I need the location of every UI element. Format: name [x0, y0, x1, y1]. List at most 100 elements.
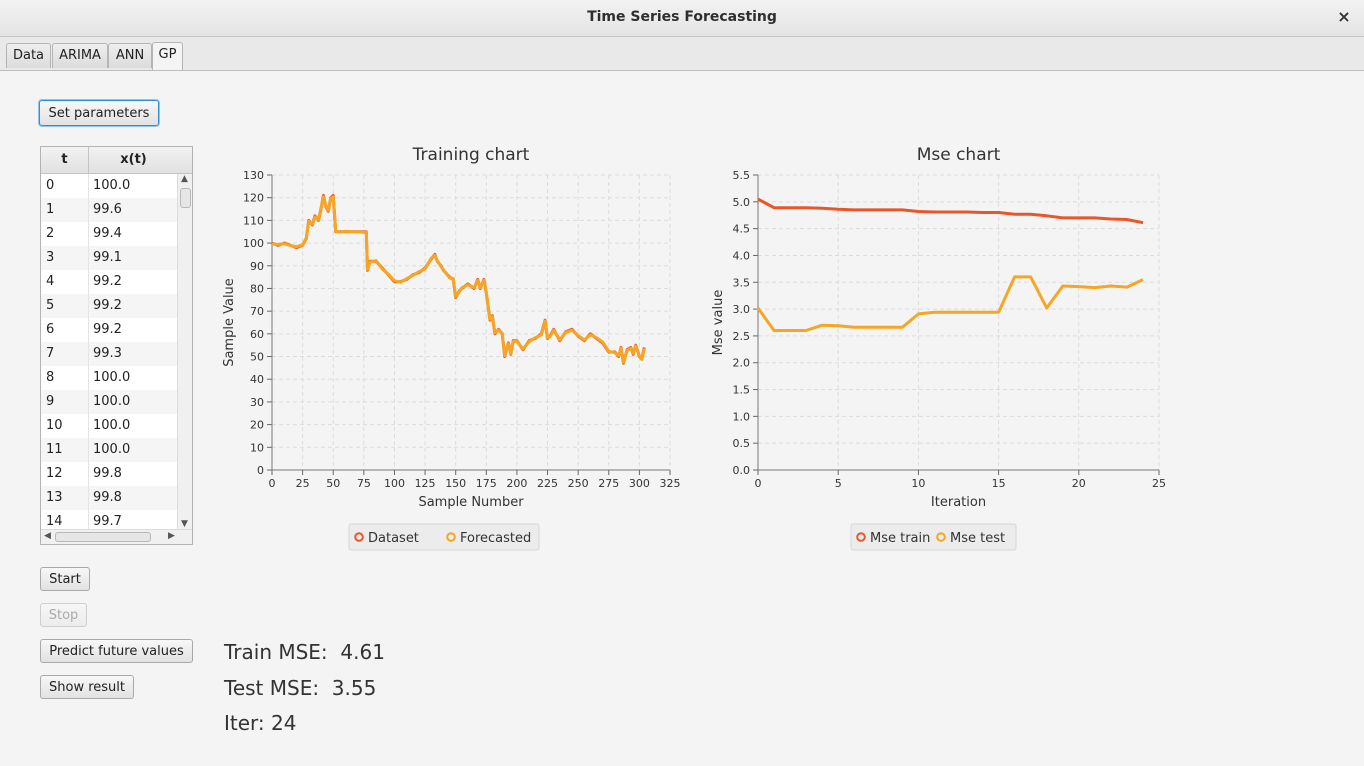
column-header-t[interactable]: t — [41, 147, 89, 173]
horizontal-scroll-thumb[interactable] — [55, 532, 151, 542]
iter-label: Iter: — [224, 711, 265, 735]
vertical-scroll-thumb[interactable] — [180, 188, 191, 208]
table-row[interactable]: 4 99.2 — [41, 270, 178, 294]
series-line-forecasted — [271, 195, 646, 364]
scroll-down-icon[interactable]: ▼ — [181, 519, 188, 529]
y-tick-label: 110 — [243, 214, 264, 227]
cell-t: 7 — [46, 346, 55, 361]
y-tick-label: 5.0 — [733, 196, 751, 209]
tab-gp[interactable]: GP — [152, 42, 183, 70]
cell-xt: 100.0 — [93, 394, 131, 409]
legend-marker-icon — [856, 532, 866, 542]
cell-xt: 99.3 — [93, 346, 122, 361]
cell-xt: 100.0 — [93, 370, 131, 385]
table-row[interactable]: 7 99.3 — [41, 342, 178, 366]
table-row[interactable]: 0 100.0 — [41, 174, 178, 198]
cell-xt: 99.8 — [93, 490, 122, 505]
scroll-right-icon[interactable]: ▶ — [168, 531, 175, 541]
y-tick-label: 30 — [250, 396, 264, 409]
vertical-scrollbar[interactable]: ▲ ▼ — [177, 174, 192, 531]
cell-xt: 99.4 — [93, 226, 122, 241]
x-tick-label: 150 — [445, 477, 466, 490]
cell-divider — [88, 486, 89, 510]
legend-label: Mse test — [950, 531, 1005, 546]
cell-divider — [88, 390, 89, 414]
cell-xt: 99.2 — [93, 274, 122, 289]
table-row[interactable]: 9 100.0 — [41, 390, 178, 414]
y-tick-label: 4.5 — [733, 223, 751, 236]
x-tick-label: 300 — [629, 477, 650, 490]
iteration-readout: Iter: 24 — [224, 711, 296, 735]
cell-divider — [88, 438, 89, 462]
iter-value: 24 — [271, 711, 297, 735]
train-mse-label: Train MSE: — [224, 640, 328, 664]
y-tick-label: 20 — [250, 419, 264, 432]
tab-arima[interactable]: ARIMA — [52, 43, 108, 68]
table-row[interactable]: 13 99.8 — [41, 486, 178, 510]
cell-t: 11 — [46, 442, 63, 457]
table-row[interactable]: 14 99.7 — [41, 510, 178, 530]
table-row[interactable]: 1 99.6 — [41, 198, 178, 222]
x-axis-label: Sample Number — [418, 495, 524, 510]
set-parameters-button[interactable]: Set parameters — [39, 100, 159, 126]
start-button[interactable]: Start — [40, 567, 90, 591]
table-row[interactable]: 11 100.0 — [41, 438, 178, 462]
scroll-left-icon[interactable]: ◀ — [44, 531, 51, 541]
tab-bar: Data ARIMA ANN GP — [0, 37, 1364, 71]
table-row[interactable]: 3 99.1 — [41, 246, 178, 270]
test-mse-readout: Test MSE: 3.55 — [224, 676, 376, 700]
cell-xt: 99.6 — [93, 202, 122, 217]
y-tick-label: 1.5 — [733, 384, 751, 397]
legend-marker-icon — [446, 532, 456, 542]
y-tick-label: 2.5 — [733, 330, 751, 343]
cell-xt: 100.0 — [93, 442, 131, 457]
table-row[interactable]: 2 99.4 — [41, 222, 178, 246]
cell-divider — [88, 318, 89, 342]
show-result-button[interactable]: Show result — [40, 675, 134, 699]
table-row[interactable]: 8 100.0 — [41, 366, 178, 390]
close-icon[interactable]: × — [1337, 7, 1351, 26]
predict-future-values-button[interactable]: Predict future values — [40, 639, 193, 663]
y-tick-label: 1.0 — [733, 410, 751, 423]
table-row[interactable]: 5 99.2 — [41, 294, 178, 318]
y-tick-label: 90 — [250, 260, 264, 273]
table-row[interactable]: 6 99.2 — [41, 318, 178, 342]
y-tick-label: 100 — [243, 237, 264, 250]
y-tick-label: 40 — [250, 373, 264, 386]
x-tick-label: 0 — [269, 477, 276, 490]
x-tick-label: 20 — [1072, 477, 1086, 490]
y-axis-label: Mse value — [711, 290, 726, 356]
x-tick-label: 25 — [296, 477, 310, 490]
table-body: 0 100.0 1 99.6 2 99.4 3 99.1 4 99.2 5 99.2 6 99.2 7 99.… — [41, 174, 178, 530]
table-row[interactable]: 10 100.0 — [41, 414, 178, 438]
cell-t: 2 — [46, 226, 55, 241]
tab-ann[interactable]: ANN — [108, 43, 152, 68]
stop-button[interactable]: Stop — [40, 603, 87, 627]
legend-marker-icon — [354, 532, 364, 542]
y-tick-label: 3.5 — [733, 276, 751, 289]
chart-title: Mse chart — [917, 145, 1001, 165]
mse-chart: Mse chart 0 5 10 15 20 25 0.0 0.5 1.0 1.5 2.0 2.5 3.0… — [711, 145, 1166, 551]
x-tick-label: 250 — [568, 477, 589, 490]
table-row[interactable]: 12 99.8 — [41, 462, 178, 486]
column-header-xt[interactable]: x(t) — [120, 152, 147, 167]
cell-divider — [88, 342, 89, 366]
data-table[interactable]: t x(t) 0 100.0 1 99.6 2 99.4 3 99.1 4 99.2 5 99.2 6 9… — [40, 146, 193, 545]
cell-divider — [88, 510, 89, 530]
x-tick-label: 25 — [1152, 477, 1166, 490]
cell-xt: 100.0 — [93, 418, 131, 433]
cell-divider — [88, 414, 89, 438]
x-tick-label: 125 — [415, 477, 436, 490]
cell-xt: 99.1 — [93, 250, 122, 265]
y-tick-label: 4.0 — [733, 249, 751, 262]
horizontal-scrollbar[interactable]: ◀ ▶ — [41, 529, 192, 544]
x-tick-label: 15 — [992, 477, 1006, 490]
y-tick-label: 120 — [243, 192, 264, 205]
cell-t: 13 — [46, 490, 63, 505]
scroll-up-icon[interactable]: ▲ — [181, 174, 188, 184]
tab-data[interactable]: Data — [6, 43, 51, 68]
x-tick-label: 275 — [598, 477, 619, 490]
cell-divider — [88, 294, 89, 318]
x-tick-label: 10 — [911, 477, 925, 490]
